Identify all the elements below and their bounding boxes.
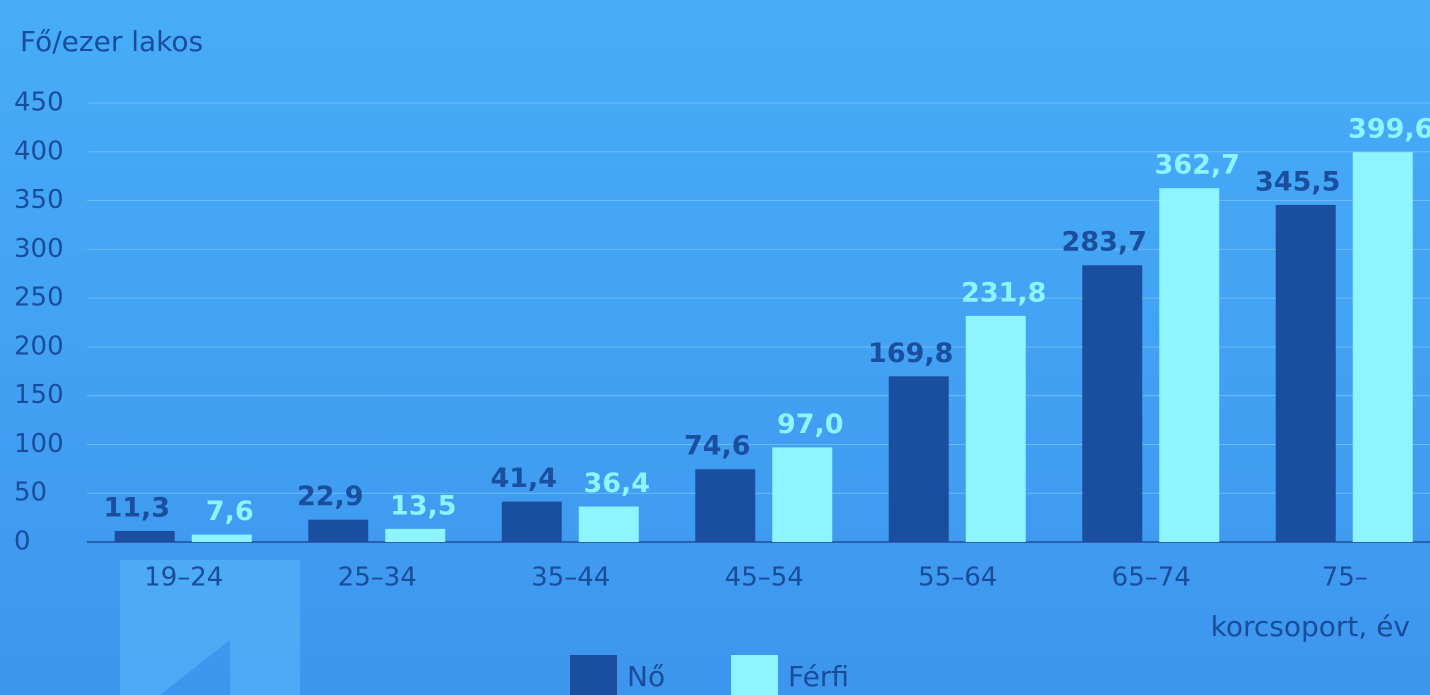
value-label: 22,9 [297,481,364,512]
x-tick-label: 25–34 [338,563,417,593]
value-label: 36,4 [583,468,650,499]
value-label: 345,5 [1255,166,1340,197]
x-tick-label: 65–74 [1112,563,1191,593]
y-tick-label: 150 [14,380,64,410]
legend-label: Nő [627,660,665,693]
value-label: 41,4 [490,463,557,494]
bar [1082,265,1143,542]
y-tick-label: 0 [14,527,31,557]
legend-swatch [731,655,778,695]
x-tick-label: 35–44 [531,563,610,593]
value-label: 231,8 [961,277,1046,308]
bar [114,530,175,542]
bar [1275,204,1336,542]
value-label: 169,8 [868,338,953,369]
bar [965,315,1026,542]
y-tick-label: 400 [14,136,64,166]
bar [695,469,756,542]
y-tick-label: 200 [14,331,64,361]
bar [191,534,252,542]
x-tick-label: 55–64 [918,563,997,593]
x-tick-label: 45–54 [725,563,804,593]
bar [772,447,833,542]
x-tick-label: 75– [1322,563,1368,593]
legend-swatch [570,655,617,695]
value-label: 283,7 [1062,227,1147,258]
value-label: 399,6 [1348,114,1430,145]
value-label: 362,7 [1155,150,1240,181]
bar [385,528,446,542]
y-tick-label: 100 [14,429,64,459]
decoration [120,560,300,695]
x-tick-label: 19–24 [144,563,223,593]
bar [1352,152,1413,542]
legend-label: Férfi [788,660,849,693]
x-axis-label: korcsoport, év [1211,610,1410,643]
bar [308,519,369,542]
value-label: 11,3 [103,492,170,523]
bar [888,376,949,542]
bar [1159,188,1220,542]
bar [501,501,562,542]
y-tick-label: 450 [14,88,64,118]
y-axis-label: Fő/ezer lakos [20,25,203,58]
bar [578,506,639,542]
y-tick-label: 350 [14,185,64,215]
value-label: 7,6 [206,496,254,527]
y-tick-label: 300 [14,234,64,264]
value-label: 97,0 [777,409,844,440]
value-label: 74,6 [684,431,751,462]
y-tick-label: 250 [14,283,64,313]
y-tick-label: 50 [14,478,47,508]
value-label: 13,5 [390,490,457,521]
